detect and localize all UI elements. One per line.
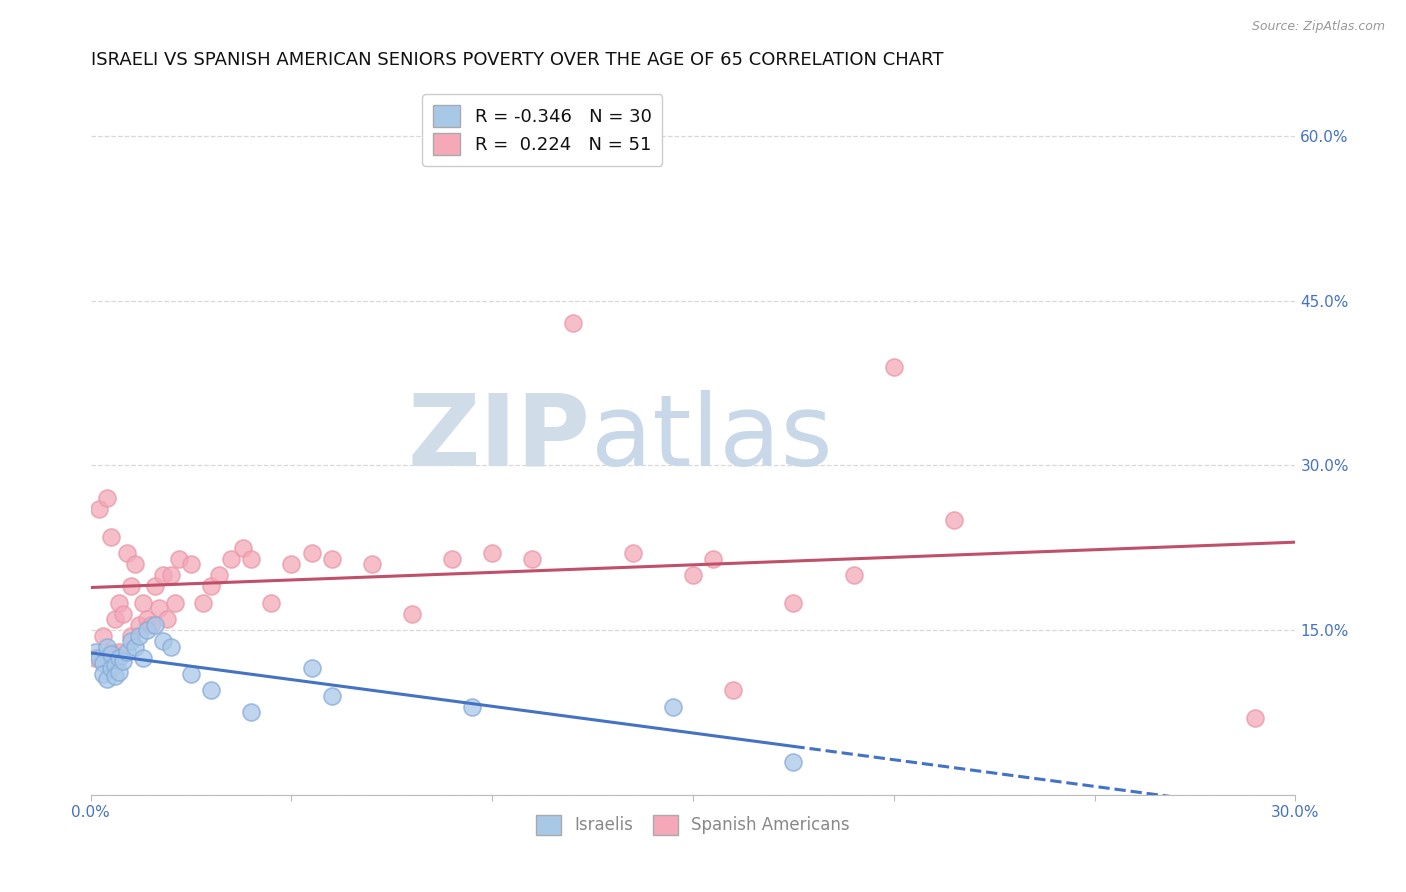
Point bbox=[107, 596, 129, 610]
Point bbox=[702, 551, 724, 566]
Point bbox=[143, 579, 166, 593]
Point bbox=[91, 667, 114, 681]
Point bbox=[115, 645, 138, 659]
Point bbox=[143, 617, 166, 632]
Point bbox=[280, 558, 302, 572]
Point bbox=[208, 568, 231, 582]
Point bbox=[139, 617, 162, 632]
Point bbox=[522, 551, 544, 566]
Point bbox=[96, 491, 118, 506]
Point bbox=[301, 546, 323, 560]
Point bbox=[662, 699, 685, 714]
Point bbox=[219, 551, 242, 566]
Point bbox=[461, 699, 484, 714]
Point bbox=[721, 683, 744, 698]
Point bbox=[152, 634, 174, 648]
Point bbox=[232, 541, 254, 555]
Point bbox=[135, 612, 157, 626]
Point bbox=[104, 669, 127, 683]
Point bbox=[160, 568, 183, 582]
Point bbox=[100, 661, 122, 675]
Point bbox=[100, 645, 122, 659]
Point bbox=[83, 650, 105, 665]
Point bbox=[200, 683, 222, 698]
Point bbox=[100, 530, 122, 544]
Point bbox=[301, 661, 323, 675]
Point bbox=[87, 650, 110, 665]
Point bbox=[91, 629, 114, 643]
Point bbox=[152, 568, 174, 582]
Point bbox=[128, 629, 150, 643]
Point bbox=[87, 502, 110, 516]
Point bbox=[621, 546, 644, 560]
Point bbox=[111, 607, 134, 621]
Point bbox=[111, 654, 134, 668]
Point bbox=[191, 596, 214, 610]
Point bbox=[240, 706, 263, 720]
Point bbox=[943, 513, 966, 527]
Point bbox=[260, 596, 283, 610]
Point bbox=[91, 656, 114, 670]
Point bbox=[107, 650, 129, 665]
Point bbox=[96, 640, 118, 654]
Point bbox=[321, 689, 343, 703]
Point bbox=[321, 551, 343, 566]
Point bbox=[104, 658, 127, 673]
Point bbox=[883, 359, 905, 374]
Point bbox=[107, 645, 129, 659]
Text: atlas: atlas bbox=[591, 390, 832, 486]
Point bbox=[1244, 711, 1267, 725]
Point bbox=[401, 607, 423, 621]
Point bbox=[115, 546, 138, 560]
Point bbox=[156, 612, 179, 626]
Point bbox=[83, 645, 105, 659]
Point bbox=[132, 650, 155, 665]
Point bbox=[163, 596, 186, 610]
Text: ZIP: ZIP bbox=[408, 390, 591, 486]
Point bbox=[120, 634, 142, 648]
Point bbox=[96, 673, 118, 687]
Point bbox=[167, 551, 190, 566]
Point bbox=[128, 617, 150, 632]
Point bbox=[148, 601, 170, 615]
Point bbox=[682, 568, 704, 582]
Point bbox=[135, 623, 157, 637]
Point bbox=[842, 568, 865, 582]
Point bbox=[200, 579, 222, 593]
Point bbox=[441, 551, 464, 566]
Point bbox=[107, 665, 129, 679]
Point bbox=[360, 558, 382, 572]
Point bbox=[100, 647, 122, 661]
Legend: Israelis, Spanish Americans: Israelis, Spanish Americans bbox=[527, 806, 859, 844]
Point bbox=[782, 596, 804, 610]
Point bbox=[104, 612, 127, 626]
Point bbox=[782, 755, 804, 769]
Point bbox=[120, 579, 142, 593]
Point bbox=[481, 546, 503, 560]
Point bbox=[561, 316, 583, 330]
Text: Source: ZipAtlas.com: Source: ZipAtlas.com bbox=[1251, 20, 1385, 33]
Point bbox=[132, 596, 155, 610]
Point bbox=[120, 629, 142, 643]
Point bbox=[240, 551, 263, 566]
Text: ISRAELI VS SPANISH AMERICAN SENIORS POVERTY OVER THE AGE OF 65 CORRELATION CHART: ISRAELI VS SPANISH AMERICAN SENIORS POVE… bbox=[90, 51, 943, 69]
Point bbox=[124, 640, 146, 654]
Point bbox=[180, 667, 202, 681]
Point bbox=[180, 558, 202, 572]
Point bbox=[124, 558, 146, 572]
Point bbox=[160, 640, 183, 654]
